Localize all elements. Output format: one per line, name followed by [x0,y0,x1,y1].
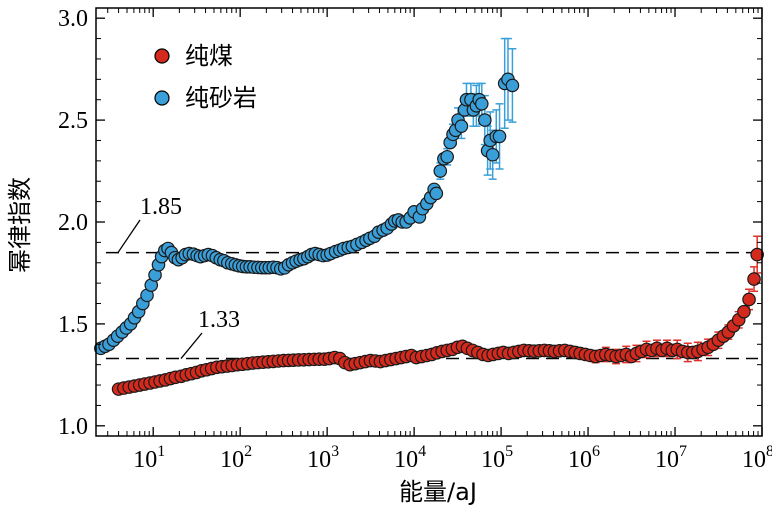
annotation-leader-1-33 [180,332,203,359]
annotation-1-33: 1.33 [198,307,240,333]
y-tick-label: 2.5 [58,108,88,134]
legend-marker-sandstone [154,90,170,106]
legend-marker-coal [154,48,170,64]
series-1 [94,37,520,356]
data-point [429,186,444,201]
y-tick-label: 1.0 [58,414,88,440]
x-tick-label: 103 [307,443,339,473]
y-tick-label: 3.0 [58,6,88,32]
y-tick-label: 2.0 [58,210,88,236]
x-tick-exponent: 5 [505,443,513,460]
annotation-leader-1-85 [117,219,141,253]
x-tick-exponent: 6 [592,443,600,460]
x-tick-label: 108 [742,443,772,473]
data-point [440,149,454,164]
x-tick-exponent: 7 [679,443,687,460]
x-tick-label: 102 [220,443,252,473]
data-point [485,147,500,162]
data-point [742,292,756,307]
annotation-1-85: 1.85 [140,194,182,220]
series-layer [94,37,764,396]
x-tick-label: 105 [481,443,513,473]
x-tick-exponent: 3 [331,443,339,460]
x-tick-exponent: 4 [418,443,426,460]
x-tick-exponent: 2 [244,443,252,460]
x-tick-label: 101 [133,443,165,473]
series-0 [111,235,764,396]
plot-area [106,219,758,360]
data-point [433,164,448,178]
data-point [478,113,492,127]
x-tick-label: 104 [394,443,426,473]
x-tick-label: 107 [655,443,687,473]
y-axis-title: 幂律指数 [6,177,34,273]
legend-label-sandstone: 纯砂岩 [185,84,257,112]
annotations: 1.85 1.33 [140,194,240,333]
legend: 纯煤 纯砂岩 [154,42,257,112]
data-point [750,247,764,262]
y-tick-label: 1.5 [58,312,88,338]
x-axis-title: 能量/aJ [399,478,477,506]
data-point [737,304,751,319]
data-point [474,96,489,111]
x-tick-exponent: 1 [157,443,165,460]
data-point [454,119,469,134]
data-point [747,272,761,286]
x-tick-label: 106 [568,443,600,473]
x-tick-exponent: 8 [766,443,772,460]
legend-label-coal: 纯煤 [185,42,233,70]
data-point [492,129,507,144]
axes: 101 102 103 104 105 106 107 108 1.0 1.5 2.0 2.5 3.0 [58,6,772,473]
data-point [505,78,520,93]
